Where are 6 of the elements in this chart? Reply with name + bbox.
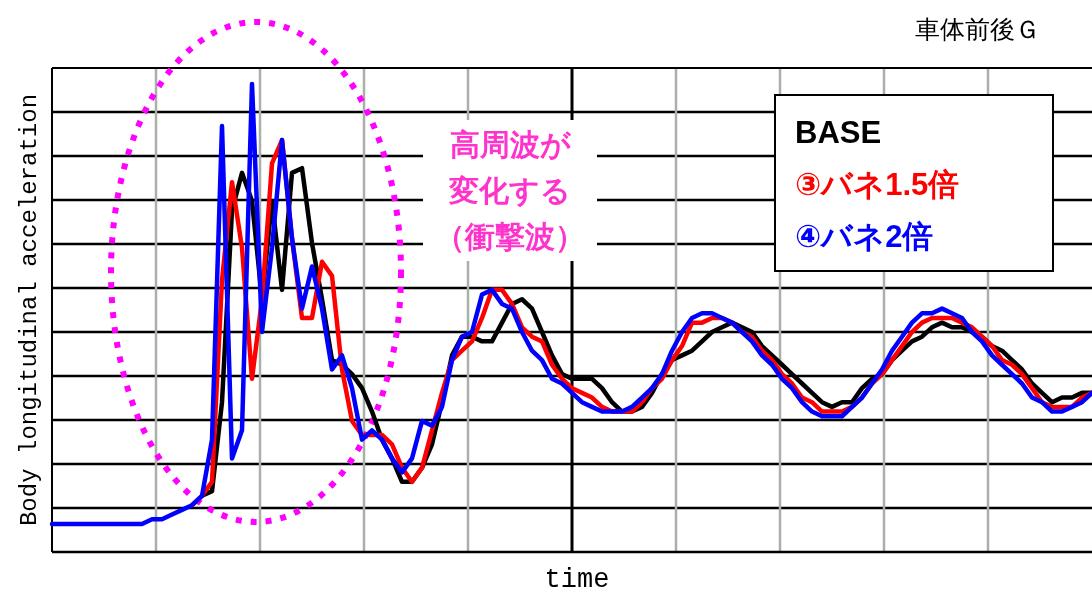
chart-title: 車体前後Ｇ	[915, 15, 1040, 43]
x-axis-title: time	[544, 565, 610, 592]
legend: BASE ③バネ1.5倍 ④バネ2倍	[774, 94, 1054, 272]
y-axis-title: Body longitudinal acceleration	[16, 93, 43, 527]
series-label: ④バネ2倍	[795, 219, 934, 254]
annotation: 高周波が変化する（衝撃波）	[435, 128, 585, 253]
